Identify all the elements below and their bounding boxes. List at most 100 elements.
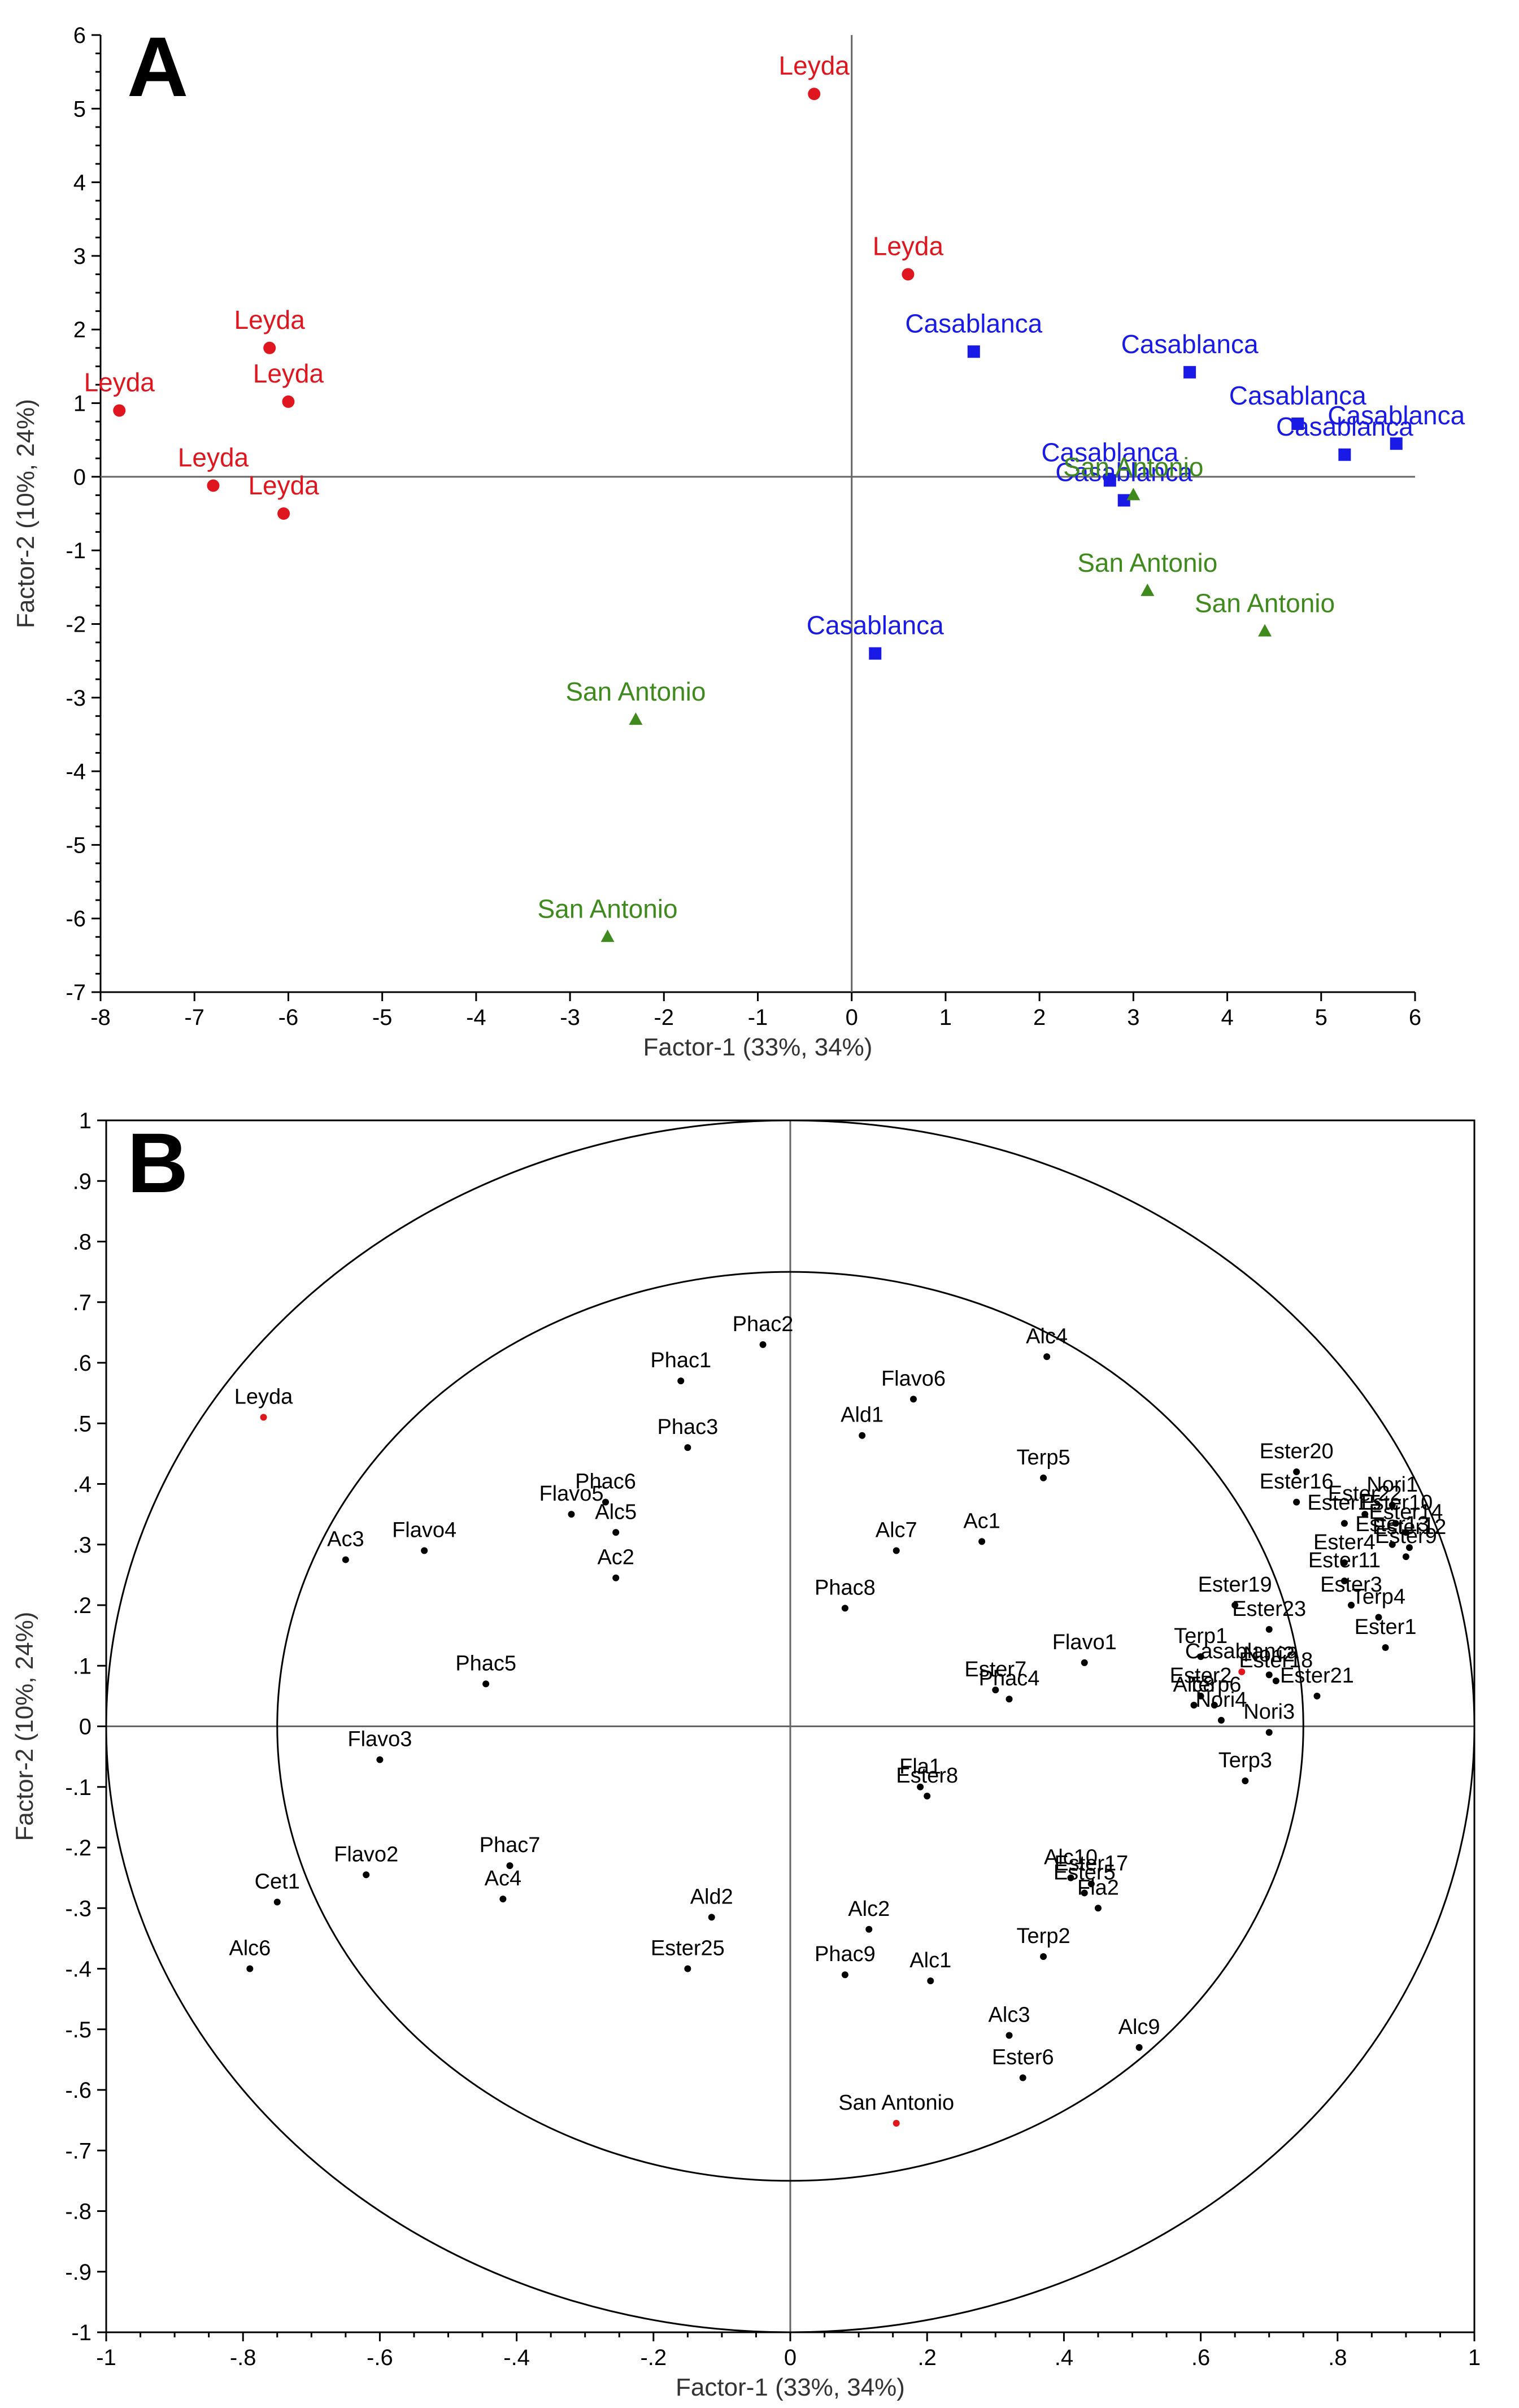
variable-label-ester1: Ester1 [1355, 1615, 1417, 1639]
variable-point-flavo4 [421, 1547, 428, 1554]
x-tick-label-b: -.6 [367, 2345, 393, 2370]
variable-label-alc1: Alc1 [909, 1949, 951, 1972]
variable-label-terp3: Terp3 [1218, 1749, 1272, 1772]
variable-point-nori2 [1265, 1671, 1273, 1679]
variable-label-leyda: Leyda [234, 1385, 293, 1409]
y-tick-label-a: 6 [73, 23, 86, 48]
y-tick-label-b: 0 [79, 1715, 92, 1740]
marker-san-antonio [600, 929, 615, 942]
variable-point-alc10 [1067, 1874, 1074, 1881]
variable-label-ester20: Ester20 [1260, 1440, 1334, 1463]
y-tick-label-b: -.1 [65, 1775, 92, 1800]
variable-label-ester21: Ester21 [1280, 1664, 1354, 1688]
variable-label-alc4: Alc4 [1026, 1324, 1068, 1348]
variable-point-alc4 [1043, 1353, 1051, 1361]
variable-label-phac6: Phac6 [575, 1470, 636, 1494]
variable-label-phac5: Phac5 [455, 1651, 516, 1675]
variable-point-ald1 [859, 1432, 866, 1439]
variable-point-ester1 [1382, 1644, 1389, 1651]
variable-point-flavo3 [376, 1756, 384, 1763]
variable-point-casablanca [1238, 1668, 1246, 1675]
variable-point-phac3 [684, 1444, 691, 1451]
variable-point-ester21 [1313, 1692, 1321, 1699]
point-label-leyda: Leyda [248, 471, 319, 500]
variable-label-ester13: Ester13 [1355, 1512, 1429, 1536]
variable-label-ac2: Ac2 [597, 1546, 634, 1570]
x-tick-label-a: 0 [846, 1005, 858, 1030]
variable-label-terp1: Terp1 [1174, 1624, 1228, 1648]
x-tick-label-a: -4 [466, 1005, 486, 1030]
variable-label-ester25: Ester25 [651, 1937, 725, 1961]
variable-point-phac7 [506, 1862, 513, 1870]
x-tick-label-b: .6 [1191, 2345, 1210, 2370]
point-label-casablanca: Casablanca [1276, 412, 1413, 441]
y-tick-label-b: .5 [73, 1411, 92, 1436]
variable-point-cet1 [273, 1898, 281, 1906]
y-tick-label-b: .9 [73, 1169, 92, 1194]
variable-label-alc10: Alc10 [1044, 1846, 1098, 1870]
variable-point-ester20 [1293, 1468, 1300, 1476]
variable-point-nori1 [1389, 1502, 1396, 1509]
variable-label-nori3: Nori3 [1243, 1700, 1295, 1724]
variable-label-alc5: Alc5 [595, 1500, 637, 1524]
variable-point-phac6 [602, 1498, 610, 1506]
x-tick-label-a: 5 [1315, 1005, 1328, 1030]
variable-label-flavo2: Flavo2 [334, 1842, 398, 1866]
variable-label-ester16: Ester16 [1260, 1470, 1334, 1494]
variable-point-phac4 [1006, 1696, 1013, 1703]
variable-label-ester12: Ester12 [1372, 1515, 1446, 1539]
variable-point-fla1 [917, 1783, 924, 1790]
variable-point-flavo2 [363, 1871, 370, 1879]
panel-b: B -1 -.8 -.6 -.4 -.2 0 .2 .4 .6 .8 1 -1 -.9 -.8 -.7 -.6… [11, 1109, 1481, 2401]
x-tick-label-b: -.4 [503, 2345, 530, 2370]
marker-casablanca [1390, 437, 1403, 450]
variable-point-ester6 [1019, 2074, 1026, 2081]
marker-casablanca [1183, 366, 1196, 379]
x-tick-label-b: 0 [784, 2345, 797, 2370]
variable-label-alc8: Alc8 [1173, 1673, 1215, 1697]
y-tick-label-a: 2 [73, 318, 86, 342]
variable-point-ac4 [499, 1896, 507, 1903]
correlation-circle [105, 1119, 1476, 2333]
point-label-casablanca: Casablanca [1055, 458, 1192, 487]
variable-point-flavo1 [1081, 1659, 1088, 1666]
x-axis-label-a: Factor-1 (33%, 34%) [643, 1033, 873, 1061]
variable-label-ester8: Ester8 [896, 1764, 958, 1788]
marker-leyda [808, 88, 821, 101]
y-tick-label-b: .3 [73, 1533, 92, 1558]
marker-casablanca [1103, 474, 1116, 487]
variable-label-ester10: Ester10 [1359, 1491, 1433, 1515]
variable-label-phac1: Phac1 [650, 1349, 711, 1372]
variable-point-phac8 [841, 1605, 848, 1612]
x-tick-label-a: -8 [90, 1005, 111, 1030]
y-tick-label-b: -.2 [65, 1836, 92, 1861]
y-tick-label-b: -.9 [65, 2260, 92, 2285]
variable-label-ester6: Ester6 [992, 2046, 1054, 2070]
variable-label-alc6: Alc6 [229, 1937, 271, 1961]
variable-label-ester22: Ester22 [1328, 1482, 1402, 1506]
marker-san-antonio [1141, 583, 1155, 596]
variable-label-ester7: Ester7 [964, 1658, 1026, 1681]
point-label-san-antonio: San Antonio [1077, 548, 1217, 577]
variable-label-alc2: Alc2 [848, 1897, 890, 1921]
x-tick-label-b: .4 [1055, 2345, 1073, 2370]
x-tick-label-b: .2 [918, 2345, 937, 2370]
panel-letter-b: B [127, 1115, 188, 1210]
point-label-leyda: Leyda [873, 232, 944, 261]
y-tick-label-a: 5 [73, 97, 86, 121]
variable-point-phac2 [759, 1341, 767, 1348]
variable-point-phac9 [841, 1971, 848, 1979]
variable-point-ac3 [342, 1556, 349, 1563]
variable-label-flavo6: Flavo6 [881, 1367, 946, 1390]
variable-label-flavo5: Flavo5 [539, 1482, 603, 1506]
variable-label-nori1: Nori1 [1366, 1473, 1418, 1497]
variable-label-ester5: Ester5 [1054, 1861, 1116, 1884]
point-label-leyda: Leyda [178, 442, 249, 472]
variable-point-ester23 [1265, 1625, 1273, 1633]
variable-label-nori2: Nori2 [1243, 1642, 1295, 1666]
variable-point-ester15 [1340, 1520, 1348, 1527]
y-tick-label-a: -7 [66, 980, 86, 1005]
variable-label-ald2: Ald2 [690, 1885, 733, 1909]
variable-point-terp4 [1375, 1614, 1382, 1621]
